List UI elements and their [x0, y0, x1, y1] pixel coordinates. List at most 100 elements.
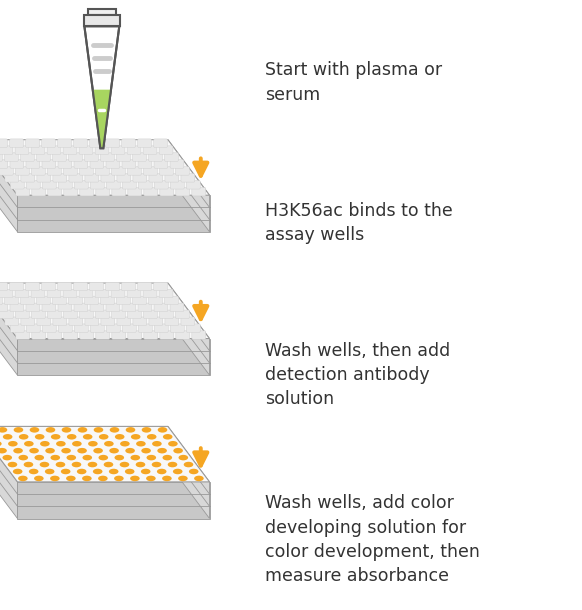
Ellipse shape	[147, 434, 157, 440]
Ellipse shape	[125, 448, 135, 453]
Polygon shape	[84, 26, 119, 148]
FancyBboxPatch shape	[63, 289, 77, 298]
FancyBboxPatch shape	[176, 167, 189, 175]
Ellipse shape	[29, 448, 39, 453]
FancyBboxPatch shape	[0, 167, 13, 175]
Ellipse shape	[8, 462, 17, 467]
Ellipse shape	[93, 448, 103, 453]
FancyBboxPatch shape	[84, 296, 98, 304]
Text: Start with plasma or
serum: Start with plasma or serum	[265, 61, 442, 104]
Ellipse shape	[109, 448, 119, 453]
FancyBboxPatch shape	[0, 282, 8, 291]
FancyBboxPatch shape	[16, 167, 29, 175]
FancyBboxPatch shape	[154, 324, 168, 332]
Ellipse shape	[51, 434, 61, 440]
FancyBboxPatch shape	[16, 187, 30, 196]
FancyBboxPatch shape	[96, 331, 109, 339]
FancyBboxPatch shape	[26, 181, 40, 189]
FancyBboxPatch shape	[9, 139, 23, 148]
FancyBboxPatch shape	[10, 160, 24, 168]
Ellipse shape	[77, 427, 87, 432]
FancyBboxPatch shape	[63, 310, 77, 318]
FancyBboxPatch shape	[105, 282, 119, 291]
FancyBboxPatch shape	[0, 139, 8, 148]
FancyBboxPatch shape	[10, 303, 24, 312]
Ellipse shape	[40, 462, 49, 467]
FancyBboxPatch shape	[90, 303, 104, 312]
Ellipse shape	[30, 427, 39, 432]
Ellipse shape	[88, 462, 97, 467]
FancyBboxPatch shape	[133, 152, 147, 161]
FancyBboxPatch shape	[10, 324, 24, 332]
Ellipse shape	[179, 455, 188, 461]
FancyBboxPatch shape	[52, 152, 66, 161]
Polygon shape	[0, 140, 210, 195]
FancyBboxPatch shape	[192, 331, 205, 339]
FancyBboxPatch shape	[64, 187, 77, 196]
Ellipse shape	[120, 462, 129, 467]
FancyBboxPatch shape	[47, 289, 61, 298]
FancyBboxPatch shape	[41, 282, 55, 291]
Ellipse shape	[77, 468, 87, 474]
Ellipse shape	[35, 434, 44, 440]
FancyBboxPatch shape	[117, 174, 131, 182]
FancyBboxPatch shape	[181, 174, 195, 182]
Ellipse shape	[67, 434, 76, 440]
FancyBboxPatch shape	[165, 152, 179, 161]
FancyBboxPatch shape	[5, 174, 19, 182]
FancyBboxPatch shape	[20, 296, 34, 304]
FancyBboxPatch shape	[128, 331, 141, 339]
FancyBboxPatch shape	[133, 296, 147, 304]
Ellipse shape	[83, 434, 93, 440]
FancyBboxPatch shape	[148, 152, 162, 161]
FancyBboxPatch shape	[171, 181, 184, 189]
Polygon shape	[0, 283, 17, 375]
Ellipse shape	[104, 462, 113, 467]
FancyBboxPatch shape	[139, 324, 152, 332]
FancyBboxPatch shape	[58, 282, 72, 291]
FancyBboxPatch shape	[128, 187, 141, 196]
FancyBboxPatch shape	[122, 181, 136, 189]
Ellipse shape	[141, 468, 151, 474]
FancyBboxPatch shape	[148, 296, 162, 304]
FancyBboxPatch shape	[69, 174, 83, 182]
FancyBboxPatch shape	[53, 317, 67, 326]
Ellipse shape	[72, 441, 81, 447]
Ellipse shape	[173, 448, 183, 453]
Ellipse shape	[13, 468, 23, 474]
FancyBboxPatch shape	[95, 310, 109, 318]
FancyBboxPatch shape	[42, 303, 56, 312]
Ellipse shape	[8, 441, 17, 447]
FancyBboxPatch shape	[143, 289, 157, 298]
FancyBboxPatch shape	[64, 331, 77, 339]
FancyBboxPatch shape	[73, 139, 87, 148]
FancyBboxPatch shape	[186, 324, 200, 332]
FancyBboxPatch shape	[144, 331, 158, 339]
FancyBboxPatch shape	[127, 310, 141, 318]
FancyBboxPatch shape	[37, 317, 51, 326]
FancyBboxPatch shape	[74, 181, 88, 189]
Text: Wash wells, add color
developing solution for
color development, then
measure ab: Wash wells, add color developing solutio…	[265, 494, 480, 586]
Ellipse shape	[130, 476, 140, 481]
FancyBboxPatch shape	[69, 317, 83, 326]
FancyBboxPatch shape	[137, 282, 151, 291]
FancyBboxPatch shape	[32, 331, 45, 339]
FancyBboxPatch shape	[139, 181, 152, 189]
Ellipse shape	[34, 455, 44, 461]
Ellipse shape	[66, 455, 76, 461]
FancyBboxPatch shape	[48, 167, 61, 175]
FancyBboxPatch shape	[42, 181, 56, 189]
Ellipse shape	[61, 448, 71, 453]
Ellipse shape	[99, 434, 108, 440]
Ellipse shape	[13, 448, 23, 453]
Ellipse shape	[40, 441, 49, 447]
FancyBboxPatch shape	[165, 317, 179, 326]
Ellipse shape	[173, 468, 183, 474]
FancyBboxPatch shape	[42, 324, 56, 332]
FancyBboxPatch shape	[154, 160, 168, 168]
FancyBboxPatch shape	[133, 317, 147, 326]
Ellipse shape	[0, 448, 7, 453]
FancyBboxPatch shape	[159, 167, 173, 175]
Ellipse shape	[168, 441, 178, 447]
FancyBboxPatch shape	[117, 317, 131, 326]
